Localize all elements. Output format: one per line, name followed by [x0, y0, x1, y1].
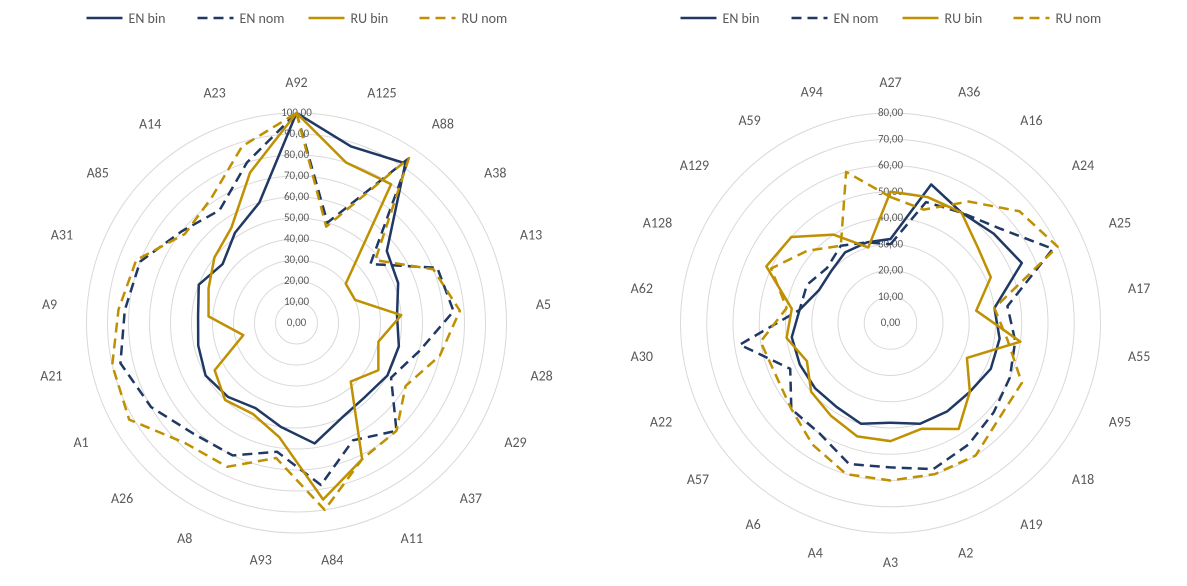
legend-label: EN bin: [129, 10, 166, 27]
radial-tick-label: 10,00: [878, 290, 903, 303]
radial-tick-label: 60,00: [878, 159, 903, 172]
category-label: A8: [177, 530, 192, 547]
category-label: A38: [484, 164, 506, 181]
category-label: A59: [738, 112, 760, 129]
category-label: A13: [520, 226, 542, 243]
radial-tick-label: 0,00: [287, 316, 307, 329]
category-label: A31: [51, 226, 73, 243]
legend-label: RU bin: [351, 10, 389, 27]
category-label: A129: [679, 157, 708, 174]
radial-tick-label: 70,00: [878, 132, 903, 145]
category-label: A9: [42, 296, 57, 313]
category-label: A88: [432, 116, 454, 133]
category-label: A17: [1128, 280, 1150, 297]
figure-wrap: 0,00 10,00 20,00 30,00 40,00 50,00 60,00 70,00 8…: [0, 0, 1187, 586]
radial-tick-label: 40,00: [284, 232, 309, 245]
category-label: A27: [879, 74, 901, 91]
category-label: A37: [460, 490, 482, 507]
series-line: [792, 184, 1022, 423]
category-label: A84: [321, 551, 343, 568]
category-label: A1: [74, 434, 89, 451]
category-label: A3: [883, 554, 898, 571]
category-label: A22: [650, 414, 672, 431]
category-label: A4: [807, 544, 822, 561]
legend-label: RU nom: [1055, 10, 1101, 27]
radar-chart-left: 0,0010,0020,0030,0040,0050,0060,0070,008…: [0, 0, 593, 586]
legend-label: EN bin: [722, 10, 759, 27]
category-label: A95: [1109, 414, 1131, 431]
category-label: A18: [1072, 471, 1094, 488]
radial-tick-label: 50,00: [284, 211, 309, 224]
category-label: A2: [958, 544, 973, 561]
category-label: A57: [687, 471, 709, 488]
category-label: A24: [1072, 157, 1094, 174]
category-label: A6: [745, 516, 760, 533]
category-label: A128: [643, 214, 672, 231]
radial-tick-label: 0,00: [881, 316, 901, 329]
radial-tick-label: 30,00: [284, 253, 309, 266]
radial-tick-label: 60,00: [284, 190, 309, 203]
category-label: A29: [505, 434, 527, 451]
category-label: A92: [286, 74, 308, 91]
category-label: A23: [204, 85, 226, 102]
category-label: A21: [40, 367, 62, 384]
radial-tick-label: 70,00: [284, 169, 309, 182]
legend-label: EN nom: [240, 10, 285, 27]
radial-tick-label: 10,00: [284, 295, 309, 308]
radial-tick-label: 80,00: [878, 106, 903, 119]
category-label: A19: [1020, 516, 1042, 533]
category-label: A11: [401, 530, 423, 547]
category-label: A94: [800, 84, 822, 101]
category-label: A25: [1109, 214, 1131, 231]
category-label: A16: [1020, 112, 1042, 129]
category-label: A125: [367, 85, 396, 102]
category-label: A28: [531, 367, 553, 384]
category-label: A30: [630, 348, 652, 365]
radial-tick-label: 20,00: [878, 264, 903, 277]
category-label: A26: [111, 490, 133, 507]
category-label: A55: [1128, 348, 1150, 365]
radar-chart-right: 0,0010,0020,0030,0040,0050,0060,0070,008…: [594, 0, 1187, 586]
legend-label: EN nom: [833, 10, 878, 27]
category-label: A14: [139, 116, 161, 133]
legend-label: RU bin: [944, 10, 982, 27]
radial-tick-label: 20,00: [284, 274, 309, 287]
category-label: A62: [630, 280, 652, 297]
category-label: A93: [250, 551, 272, 568]
category-label: A5: [536, 296, 551, 313]
category-label: A36: [958, 84, 980, 101]
category-label: A85: [87, 164, 109, 181]
legend-label: RU nom: [462, 10, 508, 27]
